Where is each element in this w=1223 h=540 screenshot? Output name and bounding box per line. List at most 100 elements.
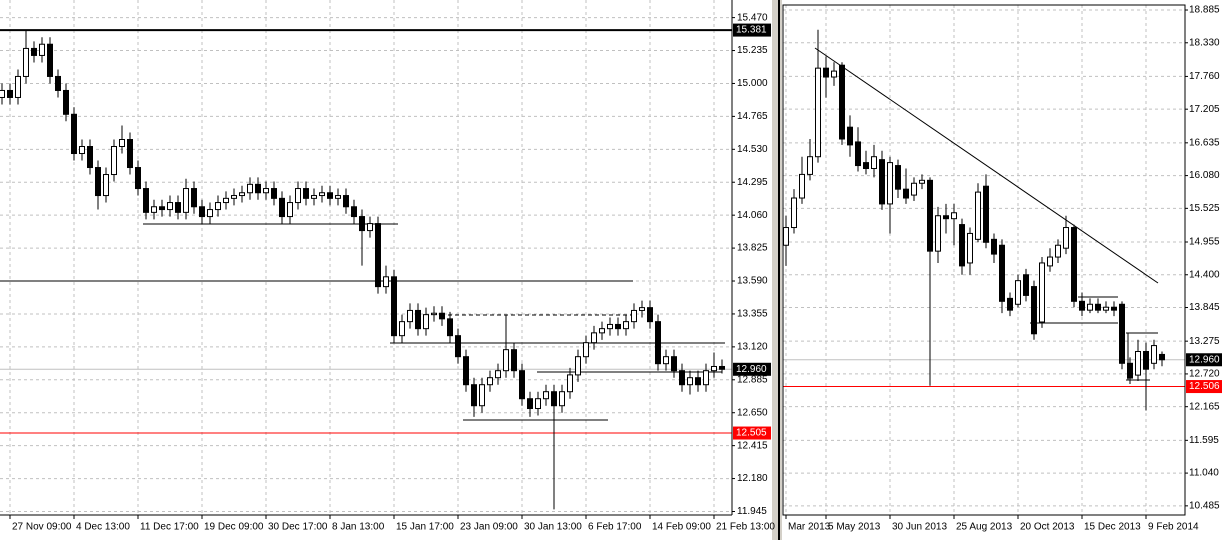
candle-body [183, 188, 189, 213]
candle-body [407, 309, 413, 323]
y-tick-label: 14.530 [737, 144, 768, 155]
candle-body [55, 75, 61, 91]
candle-body [1159, 353, 1165, 361]
candle-body [415, 309, 421, 330]
candle-body [703, 370, 709, 386]
candle-body [463, 356, 469, 386]
candle-body [799, 173, 805, 199]
candle-body [943, 215, 949, 220]
candle-body [487, 377, 493, 386]
x-tick-label: 11 Dec 17:00 [140, 522, 199, 533]
candle-body [1047, 256, 1053, 267]
candle-body [471, 384, 477, 407]
y-tick-label: 16.635 [1189, 137, 1220, 148]
candle-body [127, 139, 133, 169]
candle-body [63, 89, 69, 115]
candle-body [447, 318, 453, 337]
candle-body [695, 377, 701, 386]
x-tick-label: 15 Dec 2013 [1084, 522, 1141, 533]
candle-body [279, 197, 285, 218]
y-tick-label: 12.650 [737, 407, 768, 418]
candle-body [1151, 345, 1157, 364]
candle-body [375, 223, 381, 288]
candle-body [663, 356, 669, 365]
x-tick-label: 4 Dec 13:00 [76, 522, 130, 533]
candle-body [159, 206, 165, 211]
y-tick-label: 18.330 [1189, 37, 1220, 48]
y-tick-label: 14.765 [737, 111, 768, 122]
candle-body [527, 398, 533, 410]
y-tick-label: 14.060 [737, 210, 768, 221]
candle-body [495, 370, 501, 379]
candle-body [591, 332, 597, 344]
candle-body [87, 146, 93, 169]
y-tick-label: 15.470 [737, 12, 768, 23]
candle-body [831, 70, 837, 78]
candle-body [951, 212, 957, 220]
candle-body [871, 156, 877, 170]
y-tick-label: 15.000 [737, 78, 768, 89]
candle-body [295, 188, 301, 204]
y-tick-label: 12.720 [1189, 369, 1220, 380]
candle-body [367, 223, 373, 232]
candle-body [655, 321, 661, 365]
candle-body [271, 188, 277, 199]
x-tick-label: 8 Jan 13:00 [332, 522, 385, 533]
candle-body [207, 209, 213, 218]
candle-body [1031, 286, 1037, 335]
candle-body [639, 307, 645, 311]
x-tick-label: 15 Jan 17:00 [396, 522, 454, 533]
candle-body [583, 342, 589, 358]
candle-body [551, 391, 557, 407]
candle-body [935, 215, 941, 252]
y-tick-label: 10.485 [1189, 500, 1220, 511]
candle-body [519, 370, 525, 400]
candle-body [47, 43, 53, 77]
y-tick-label: 11.040 [1189, 468, 1219, 479]
candle-body [863, 162, 869, 170]
y-tick-label: 13.275 [1189, 336, 1220, 347]
candle-body [607, 323, 613, 330]
candle-body [255, 183, 261, 194]
candle-body [143, 188, 149, 213]
candle-body [1071, 227, 1077, 302]
candle-body [911, 182, 917, 196]
candle-body [999, 244, 1005, 302]
x-tick-label: 23 Jan 09:00 [460, 522, 518, 533]
y-tick-label: 14.955 [1189, 237, 1220, 248]
x-tick-label: 21 Feb 13:00 [716, 522, 775, 533]
candle-body [615, 323, 621, 330]
level-box [733, 23, 771, 37]
y-tick-label: 13.355 [737, 309, 768, 320]
candle-body [711, 365, 717, 372]
divider [772, 0, 782, 540]
candle-body [855, 141, 861, 167]
candle-body [23, 47, 29, 77]
candle-body [15, 75, 21, 98]
candle-body [263, 188, 269, 194]
candle-body [39, 43, 45, 56]
candle-body [895, 165, 901, 190]
candle-body [1023, 274, 1029, 296]
y-tick-label: 13.845 [1189, 302, 1220, 313]
x-tick-label: 25 Aug 2013 [956, 522, 1013, 533]
x-tick-label: 30 Dec 17:00 [268, 522, 328, 533]
candle-body [919, 179, 925, 184]
level-label: 12.960 [1189, 354, 1220, 365]
candle-body [319, 192, 325, 197]
candle-body [239, 192, 245, 197]
candle-body [687, 377, 693, 386]
candle-body [335, 195, 341, 199]
candle-body [1111, 306, 1117, 311]
level-label: 12.505 [736, 428, 767, 439]
candle-body [79, 146, 85, 155]
candle-body [815, 67, 821, 158]
y-tick-label: 11.945 [737, 506, 767, 517]
candle-body [791, 197, 797, 229]
candle-body [959, 224, 965, 267]
level-box [733, 426, 771, 440]
candle-body [719, 365, 725, 370]
y-tick-label: 17.205 [1189, 104, 1220, 115]
candle-body [679, 370, 685, 386]
